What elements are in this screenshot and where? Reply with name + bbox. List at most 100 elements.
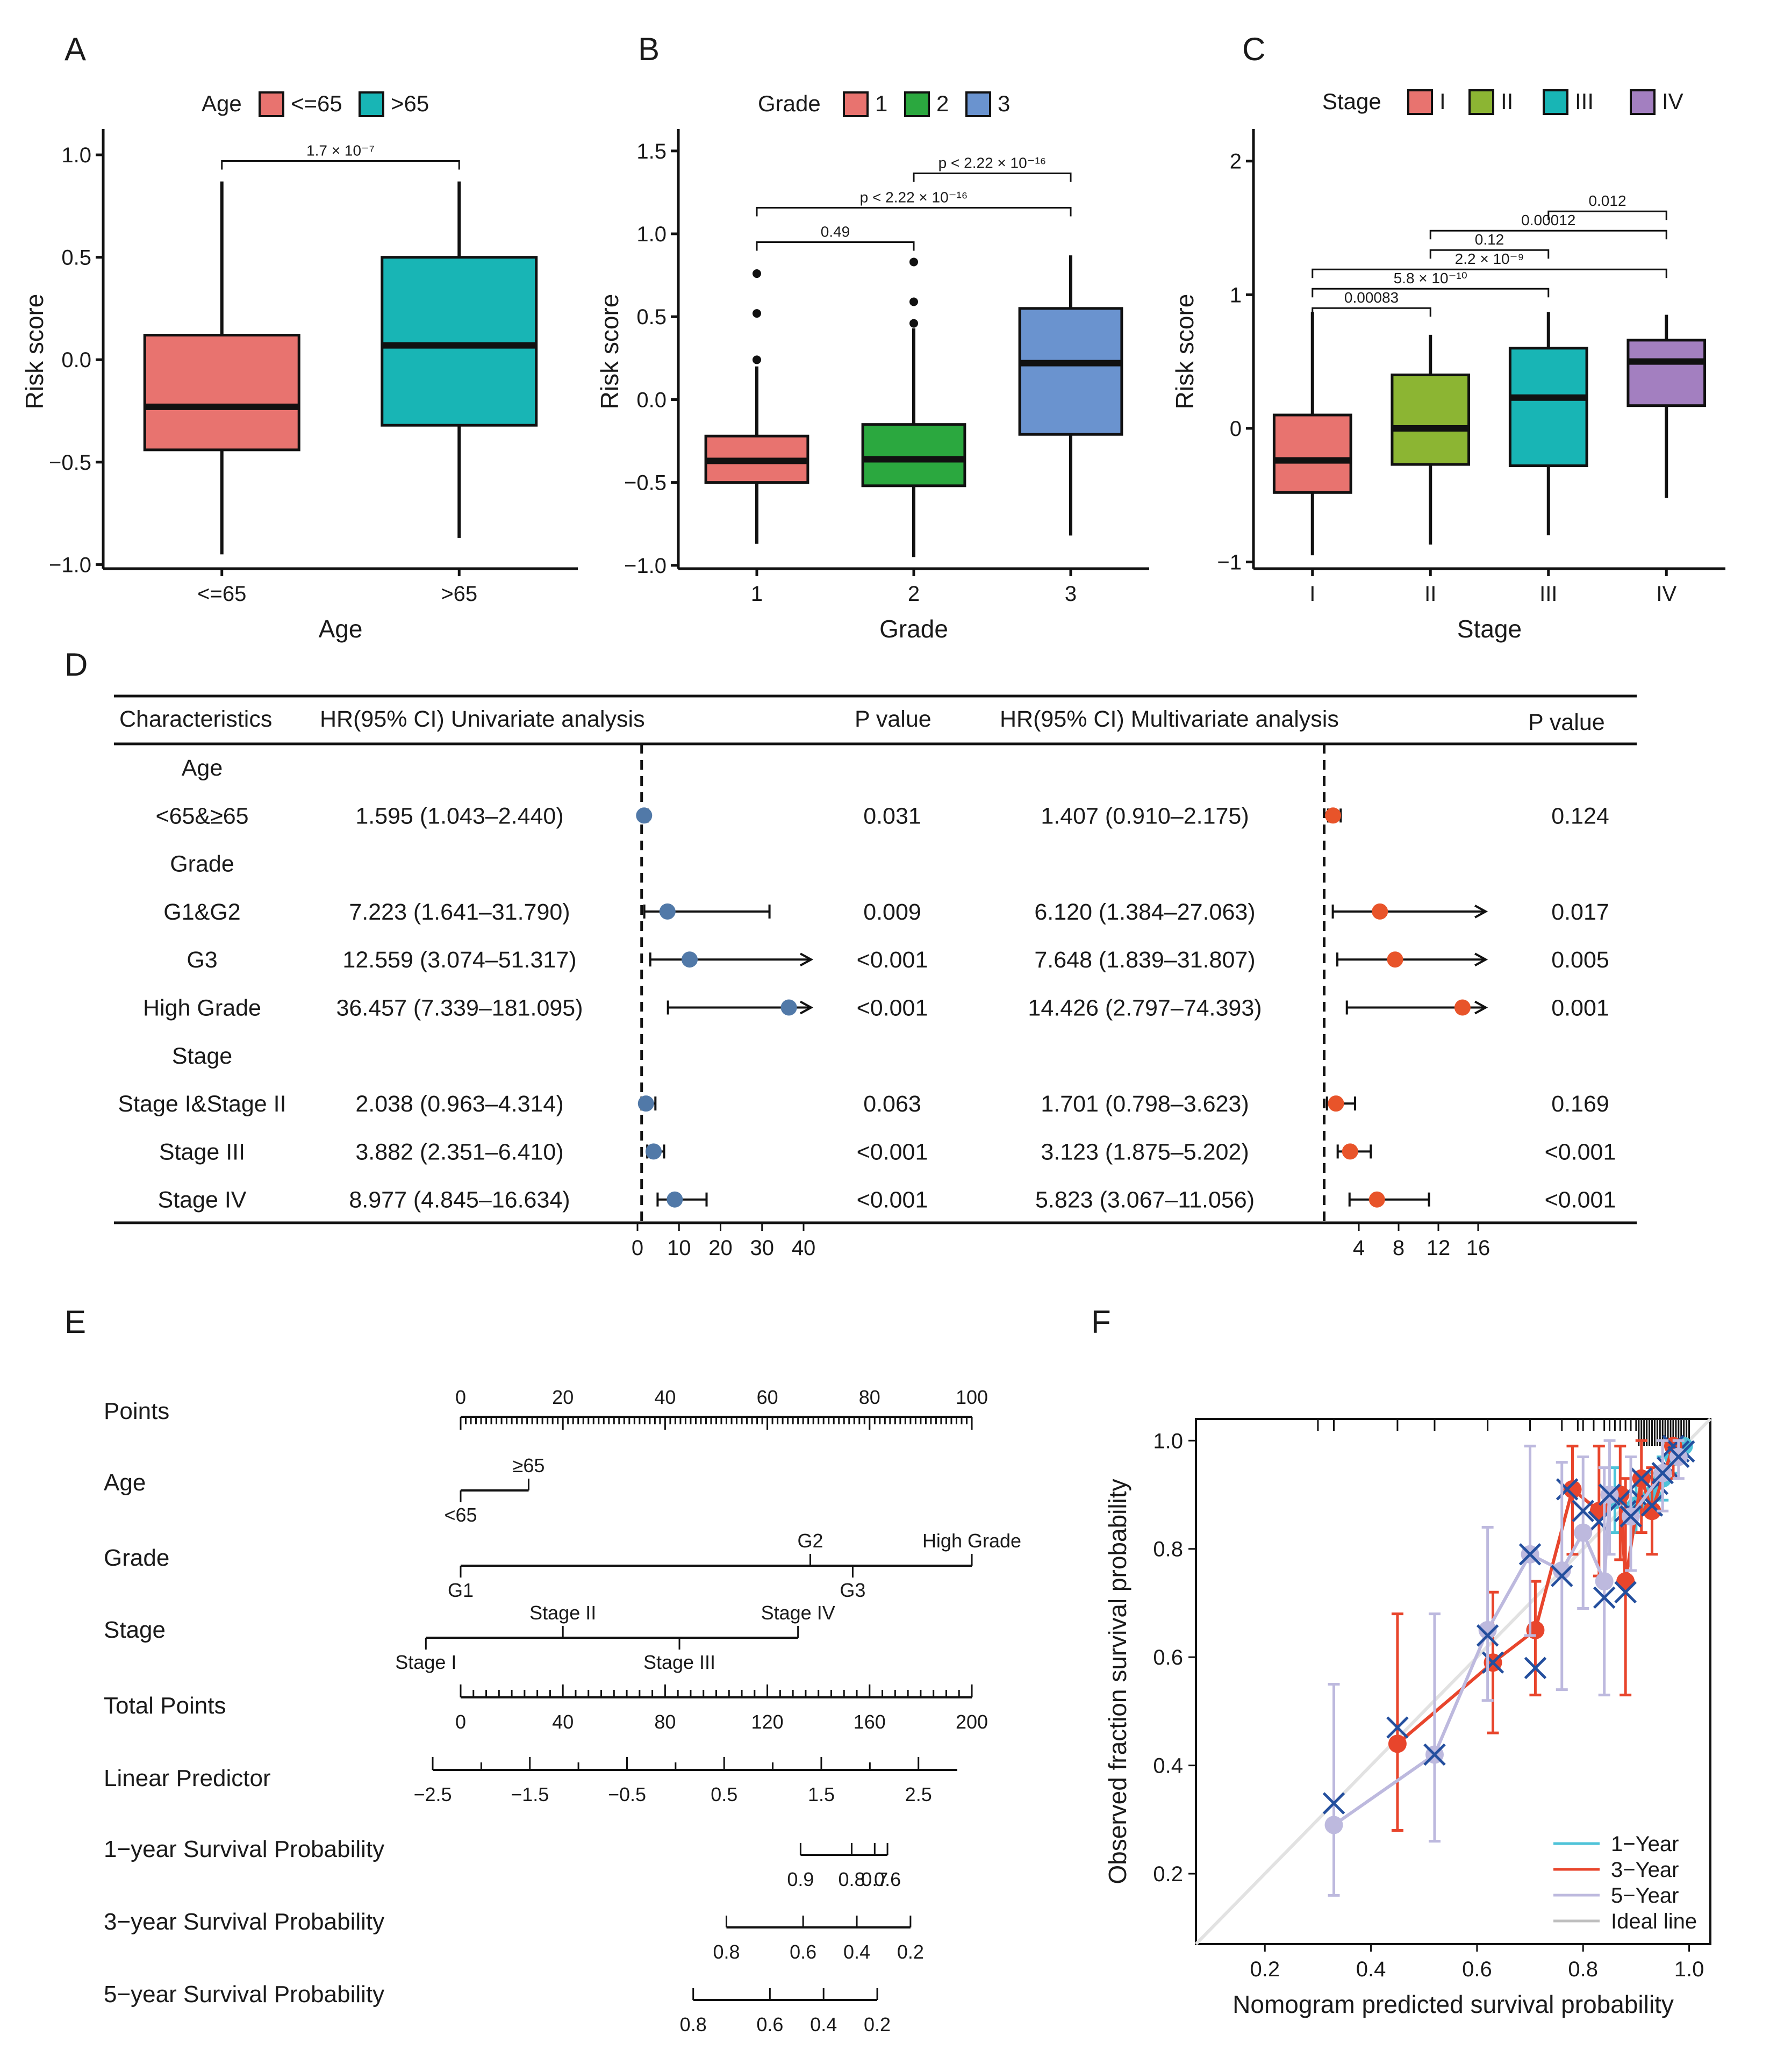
nomogram-prob-label: 0.6 bbox=[790, 1941, 816, 1963]
nomogram-tick-label: 2.5 bbox=[905, 1783, 932, 1805]
x-axis-title: Stage bbox=[1457, 615, 1522, 643]
legend-label: 2 bbox=[936, 91, 949, 116]
univariate-axis-label: 30 bbox=[750, 1236, 775, 1260]
x-tick-label: 3 bbox=[1065, 582, 1077, 606]
header-p-multivariate: P value bbox=[1528, 709, 1605, 735]
nomogram-prob-label: 0.7 bbox=[861, 1868, 888, 1890]
y-tick-label: −1.0 bbox=[49, 553, 91, 577]
x-tick-label: >65 bbox=[441, 582, 477, 606]
multivariate-hr-text: 5.823 (3.067–11.056) bbox=[1035, 1187, 1255, 1213]
legend-label: 3−Year bbox=[1611, 1858, 1679, 1882]
panel-letter-a: A bbox=[65, 31, 86, 67]
optimism-corrected-marker bbox=[1593, 1586, 1616, 1609]
nomogram-tick-label: 1.5 bbox=[808, 1783, 835, 1805]
univariate-axis-label: 20 bbox=[708, 1236, 733, 1260]
box-<=65 bbox=[143, 334, 300, 451]
legend-label: I bbox=[1439, 89, 1446, 114]
y-tick-label: 0.0 bbox=[636, 388, 667, 412]
y-axis-title: Observed fraction survival probability bbox=[1104, 1479, 1131, 1884]
nomogram-tick-label: 40 bbox=[654, 1386, 676, 1408]
univariate-axis-label: 10 bbox=[667, 1236, 691, 1260]
y-tick-label: 1.0 bbox=[61, 144, 91, 167]
legend-swatch bbox=[1543, 89, 1568, 115]
legend-label: Ideal line bbox=[1611, 1910, 1697, 1933]
nomogram-row-label: Age bbox=[104, 1469, 146, 1496]
nomogram-tick-label: 0 bbox=[455, 1386, 466, 1408]
y-tick-label: −0.5 bbox=[624, 471, 667, 495]
x-tick-label: 1 bbox=[751, 582, 763, 606]
plot-frame bbox=[1195, 1418, 1711, 1945]
row-group-label: Age bbox=[182, 755, 223, 781]
univariate-p-value: <0.001 bbox=[857, 1139, 928, 1165]
univariate-hr-text: 36.457 (7.339–181.095) bbox=[336, 995, 583, 1021]
panel-letter-e: E bbox=[65, 1304, 86, 1340]
optimism-corrected-marker bbox=[1614, 1581, 1637, 1604]
x-tick-label: IV bbox=[1656, 582, 1676, 606]
optimism-corrected-marker bbox=[1386, 1716, 1409, 1739]
box-II bbox=[1391, 374, 1471, 466]
calibration-point bbox=[1388, 1734, 1407, 1753]
nomogram-row-label: 5−year Survival Probability bbox=[104, 1981, 384, 2008]
calibration-point bbox=[1552, 1561, 1571, 1580]
panel-letter-f: F bbox=[1091, 1304, 1111, 1340]
optimism-corrected-marker bbox=[1518, 1543, 1542, 1566]
calibration-point bbox=[1574, 1523, 1593, 1542]
x-axis-title: Age bbox=[319, 615, 363, 643]
outlier-point bbox=[909, 257, 918, 267]
outlier-point bbox=[909, 319, 918, 328]
y-tick-label: −0.5 bbox=[49, 451, 91, 475]
nomogram-level-label: <65 bbox=[444, 1504, 477, 1526]
univariate-ci-arrow bbox=[800, 1000, 814, 1015]
row-group-label: Grade bbox=[170, 851, 234, 877]
row-label: Stage I&Stage II bbox=[118, 1091, 286, 1117]
significance-label: p < 2.22 × 10⁻¹⁶ bbox=[938, 154, 1047, 171]
y-tick-label: −1 bbox=[1217, 551, 1242, 575]
nomogram-prob-label: 0.4 bbox=[810, 2013, 837, 2035]
box-2 bbox=[861, 423, 966, 487]
univariate-axis-label: 40 bbox=[792, 1236, 816, 1260]
legend-swatch bbox=[843, 91, 869, 117]
legend-swatch bbox=[1630, 89, 1656, 115]
univariate-p-value: <0.001 bbox=[857, 995, 928, 1021]
univariate-p-value: 0.031 bbox=[863, 803, 921, 829]
y-axis-title: Risk score bbox=[596, 294, 624, 410]
nomogram-tick-label: 160 bbox=[854, 1711, 886, 1733]
nomogram-prob-label: 0.2 bbox=[864, 2013, 891, 2035]
significance-label: 0.012 bbox=[1588, 192, 1626, 209]
x-tick-label: 2 bbox=[908, 582, 920, 606]
univariate-hr-point bbox=[645, 1143, 662, 1160]
legend-swatch bbox=[1407, 89, 1433, 115]
optimism-corrected-marker bbox=[1572, 1500, 1594, 1522]
x-tick-label: 1.0 bbox=[1674, 1958, 1704, 1981]
y-tick-label: 0.6 bbox=[1153, 1646, 1183, 1669]
header-p-univariate: P value bbox=[855, 706, 932, 732]
row-label: G3 bbox=[187, 947, 217, 973]
nomogram-level-label: Stage IV bbox=[761, 1602, 835, 1624]
calibration-point bbox=[1563, 1480, 1582, 1499]
box->65 bbox=[381, 256, 538, 427]
box-III bbox=[1508, 347, 1588, 468]
nomogram-tick-label: −2.5 bbox=[413, 1783, 452, 1805]
outlier-point bbox=[753, 355, 761, 364]
legend-label: 1−Year bbox=[1611, 1832, 1679, 1856]
nomogram-level-label: Stage I bbox=[395, 1651, 456, 1673]
y-tick-label: 0 bbox=[1230, 417, 1242, 441]
multivariate-hr-point bbox=[1454, 999, 1471, 1016]
multivariate-hr-point bbox=[1372, 903, 1388, 920]
significance-label: 0.12 bbox=[1475, 231, 1504, 248]
legend-label: >65 bbox=[391, 91, 429, 116]
significance-label: 2.2 × 10⁻⁹ bbox=[1455, 250, 1524, 267]
nomogram-level-label: Stage II bbox=[529, 1602, 596, 1624]
calibration-point bbox=[1324, 1816, 1343, 1834]
univariate-hr-point bbox=[636, 807, 653, 824]
multivariate-hr-text: 14.426 (2.797–74.393) bbox=[1028, 995, 1262, 1021]
nomogram-tick-label: −0.5 bbox=[608, 1783, 646, 1805]
nomogram-level-label: High Grade bbox=[922, 1530, 1021, 1552]
legend-label: <=65 bbox=[291, 91, 342, 116]
multivariate-ci-arrow bbox=[1474, 905, 1488, 919]
optimism-corrected-marker bbox=[1620, 1505, 1642, 1528]
multivariate-p-value: <0.001 bbox=[1545, 1139, 1616, 1165]
significance-bracket bbox=[221, 160, 460, 170]
legend-swatch bbox=[1468, 89, 1494, 115]
